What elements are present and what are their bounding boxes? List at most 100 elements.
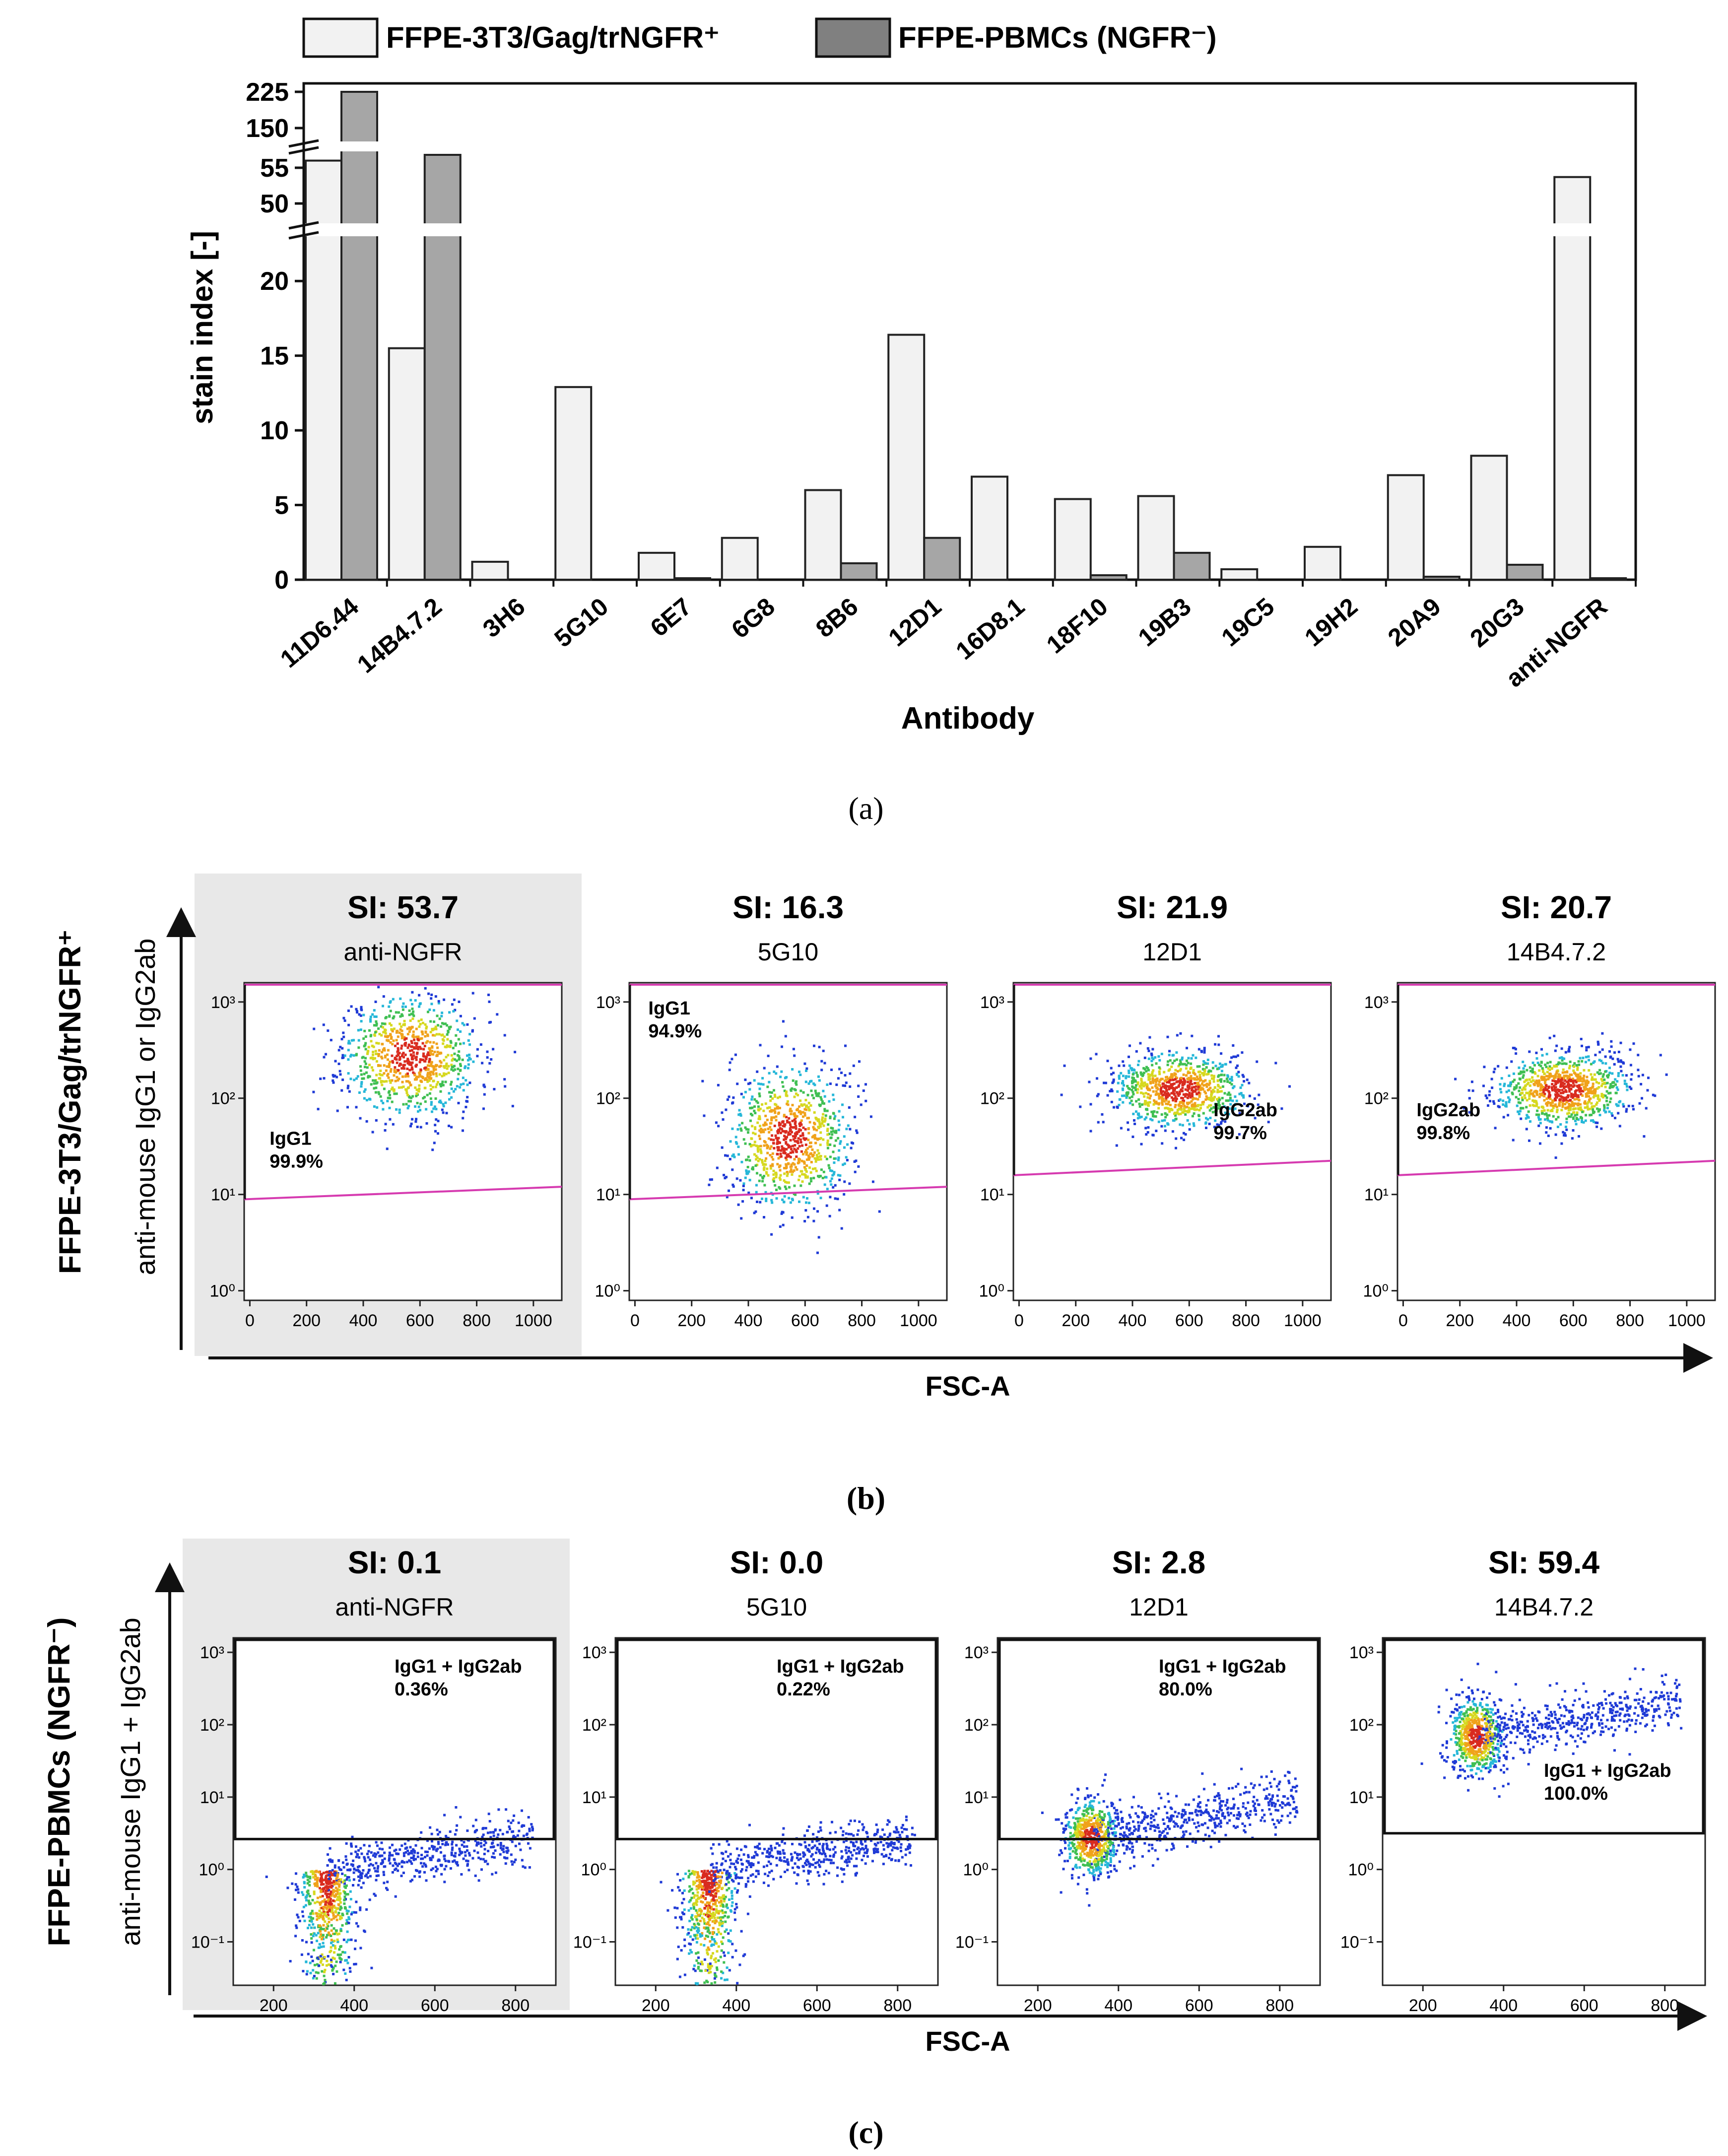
event-dot xyxy=(798,1111,800,1114)
event-dot xyxy=(751,1106,754,1109)
event-dot xyxy=(1166,1094,1169,1097)
event-dot xyxy=(785,1092,788,1095)
event-dot xyxy=(1527,1110,1530,1113)
event-dot xyxy=(1625,1108,1628,1111)
event-dot xyxy=(316,1915,319,1918)
event-dot xyxy=(791,1068,794,1071)
event-dot xyxy=(1576,1095,1579,1098)
event-dot xyxy=(319,1895,322,1898)
event-dot xyxy=(1201,1087,1204,1090)
event-dot xyxy=(826,1188,829,1191)
event-dot xyxy=(437,1842,440,1845)
event-dot xyxy=(345,1922,348,1925)
event-dot xyxy=(409,1062,412,1065)
event-dot xyxy=(776,1153,779,1156)
event-dot xyxy=(767,1137,770,1140)
event-dot xyxy=(436,1046,439,1049)
event-dot xyxy=(1593,1078,1595,1081)
event-dot xyxy=(1177,1085,1180,1088)
event-dot xyxy=(1492,1071,1495,1074)
event-dot xyxy=(818,1175,821,1178)
event-dot xyxy=(1219,1086,1222,1089)
event-dot xyxy=(360,1020,363,1023)
event-dot xyxy=(462,1129,464,1132)
event-dot xyxy=(845,1081,848,1084)
event-dot xyxy=(1168,1054,1171,1057)
event-dot xyxy=(1173,1119,1176,1122)
event-dot xyxy=(1175,1086,1178,1089)
bar-3t3-20G3 xyxy=(1470,455,1508,581)
event-dot xyxy=(329,1905,332,1908)
event-dot xyxy=(786,1172,789,1175)
event-dot xyxy=(380,1099,383,1102)
event-dot xyxy=(462,1089,465,1092)
event-dot xyxy=(900,1843,903,1846)
event-dot xyxy=(762,1865,765,1868)
event-dot xyxy=(1520,1117,1523,1120)
event-dot xyxy=(1158,1066,1161,1069)
event-dot xyxy=(331,1965,333,1968)
event-dot xyxy=(831,1169,834,1172)
event-dot xyxy=(852,1142,855,1145)
event-dot xyxy=(1525,1128,1528,1131)
event-dot xyxy=(1203,1049,1206,1052)
event-dot xyxy=(458,1057,461,1060)
event-dot xyxy=(1564,1134,1567,1137)
event-dot xyxy=(1193,1077,1196,1080)
event-dot xyxy=(1165,1099,1168,1102)
event-dot xyxy=(373,1009,376,1012)
event-dot xyxy=(745,1860,748,1863)
event-dot xyxy=(428,1079,431,1082)
event-dot xyxy=(1577,1060,1580,1063)
event-dot xyxy=(1529,1066,1531,1069)
event-dot xyxy=(1237,1054,1239,1057)
event-dot xyxy=(827,1123,830,1126)
event-dot xyxy=(355,1845,357,1848)
event-dot xyxy=(1524,1084,1527,1087)
event-dot xyxy=(769,1110,772,1113)
event-dot xyxy=(374,1855,377,1858)
event-dot xyxy=(456,1861,459,1864)
event-dot xyxy=(1146,1113,1149,1116)
event-dot xyxy=(1120,1127,1123,1130)
event-dot xyxy=(835,1131,838,1134)
event-dot xyxy=(1605,1096,1608,1099)
event-dot xyxy=(424,1856,426,1859)
event-dot xyxy=(1198,1093,1201,1096)
event-dot xyxy=(1554,1073,1557,1076)
event-dot xyxy=(1597,1073,1600,1076)
event-dot xyxy=(1144,1100,1146,1103)
event-dot xyxy=(408,1030,411,1033)
event-dot xyxy=(1183,1108,1186,1111)
event-dot xyxy=(1173,1092,1176,1095)
event-dot xyxy=(454,1088,457,1090)
event-dot xyxy=(1154,1056,1157,1059)
event-dot xyxy=(1242,1094,1245,1097)
event-dot xyxy=(403,1036,406,1039)
event-dot xyxy=(1195,1056,1197,1059)
event-dot xyxy=(858,1060,861,1063)
event-dot xyxy=(739,1114,742,1117)
event-dot xyxy=(447,1072,450,1075)
event-dot xyxy=(312,1917,315,1920)
event-dot xyxy=(326,1864,329,1867)
event-dot xyxy=(1140,1115,1143,1118)
event-dot xyxy=(453,1052,456,1055)
event-dot xyxy=(455,1059,458,1062)
event-dot xyxy=(1608,1072,1611,1075)
event-dot xyxy=(331,1874,333,1877)
event-dot xyxy=(338,1892,341,1895)
event-dot xyxy=(346,1921,349,1924)
event-dot xyxy=(1198,1079,1201,1082)
event-dot xyxy=(442,1105,445,1108)
event-dot xyxy=(1586,1088,1589,1091)
event-dot xyxy=(820,1098,823,1101)
event-dot xyxy=(367,1871,370,1874)
event-dot xyxy=(782,1223,785,1226)
event-dot xyxy=(1562,1084,1564,1087)
event-dot xyxy=(439,1846,442,1849)
event-dot xyxy=(1221,1064,1224,1067)
event-dot xyxy=(1604,1094,1607,1097)
event-dot xyxy=(798,1071,800,1074)
event-dot xyxy=(1192,1054,1195,1057)
